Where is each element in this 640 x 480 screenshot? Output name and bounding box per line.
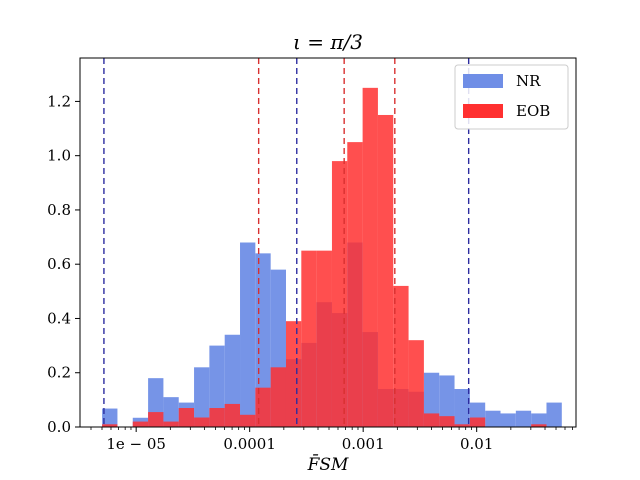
bar-nr bbox=[194, 367, 210, 427]
legend-swatch-eob bbox=[463, 104, 503, 118]
bar-eob bbox=[423, 413, 440, 427]
bar-nr bbox=[531, 413, 547, 427]
bar-nr bbox=[546, 402, 562, 427]
bar-eob bbox=[393, 285, 409, 427]
bar-eob bbox=[178, 408, 195, 427]
bar-nr bbox=[102, 408, 118, 427]
bar-eob bbox=[331, 161, 348, 427]
bar-eob bbox=[362, 87, 378, 427]
bar-eob bbox=[347, 142, 363, 428]
y-tick-label: 1.2 bbox=[47, 92, 71, 110]
bar-nr bbox=[485, 410, 501, 427]
bar-eob bbox=[255, 387, 271, 427]
x-tick-label: 0.0001 bbox=[223, 435, 276, 453]
x-tick-label: 0.01 bbox=[460, 435, 493, 453]
bar-eob bbox=[531, 424, 547, 427]
y-tick-label: 0.6 bbox=[47, 255, 71, 273]
x-tick-label: 0.001 bbox=[342, 435, 385, 453]
bar-eob bbox=[469, 417, 486, 427]
bar-eob bbox=[270, 367, 286, 427]
bar-eob bbox=[301, 250, 317, 427]
bar-eob bbox=[102, 424, 118, 427]
bar-nr bbox=[224, 334, 241, 427]
bar-eob bbox=[240, 414, 256, 427]
bar-nr bbox=[500, 413, 516, 427]
bar-eob bbox=[408, 340, 424, 427]
bar-eob bbox=[194, 417, 210, 427]
y-tick-label: 0.4 bbox=[47, 309, 71, 327]
series-eob bbox=[102, 87, 547, 428]
legend-label-nr: NR bbox=[516, 72, 541, 90]
bar-eob bbox=[224, 403, 241, 427]
chart-title: ι = π/3 bbox=[293, 30, 363, 54]
bar-nr bbox=[163, 397, 179, 427]
x-axis-label: F̄SM bbox=[307, 453, 349, 475]
bar-nr bbox=[209, 345, 225, 427]
bar-nr bbox=[454, 389, 470, 427]
bar-eob bbox=[132, 421, 149, 427]
y-axis-ticks: 0.0 0.2 0.4 0.6 0.8 1.0 1.2 bbox=[47, 92, 80, 436]
bar-nr bbox=[515, 410, 532, 427]
bar-nr bbox=[439, 375, 455, 427]
bar-eob bbox=[439, 416, 455, 427]
bar-eob bbox=[454, 424, 470, 427]
bar-eob bbox=[316, 250, 332, 427]
bar-eob bbox=[377, 114, 394, 427]
bar-eob bbox=[209, 408, 225, 427]
legend: NR EOB bbox=[454, 64, 569, 130]
x-axis-ticks: 1e − 05 0.0001 0.001 0.01 bbox=[90, 427, 573, 453]
bar-eob bbox=[148, 412, 164, 427]
plot-frame bbox=[79, 57, 577, 428]
bar-nr bbox=[240, 242, 256, 427]
y-tick-label: 0.2 bbox=[47, 364, 71, 382]
y-tick-label: 1.0 bbox=[47, 147, 71, 165]
legend-label-eob: EOB bbox=[516, 102, 550, 120]
histogram-bars bbox=[102, 87, 562, 428]
legend-swatch-nr bbox=[463, 74, 503, 88]
x-tick-label: 1e − 05 bbox=[106, 435, 166, 453]
y-tick-label: 0.0 bbox=[47, 418, 71, 436]
bar-eob bbox=[163, 421, 179, 427]
bar-eob bbox=[285, 321, 302, 427]
y-tick-label: 0.8 bbox=[47, 201, 71, 219]
